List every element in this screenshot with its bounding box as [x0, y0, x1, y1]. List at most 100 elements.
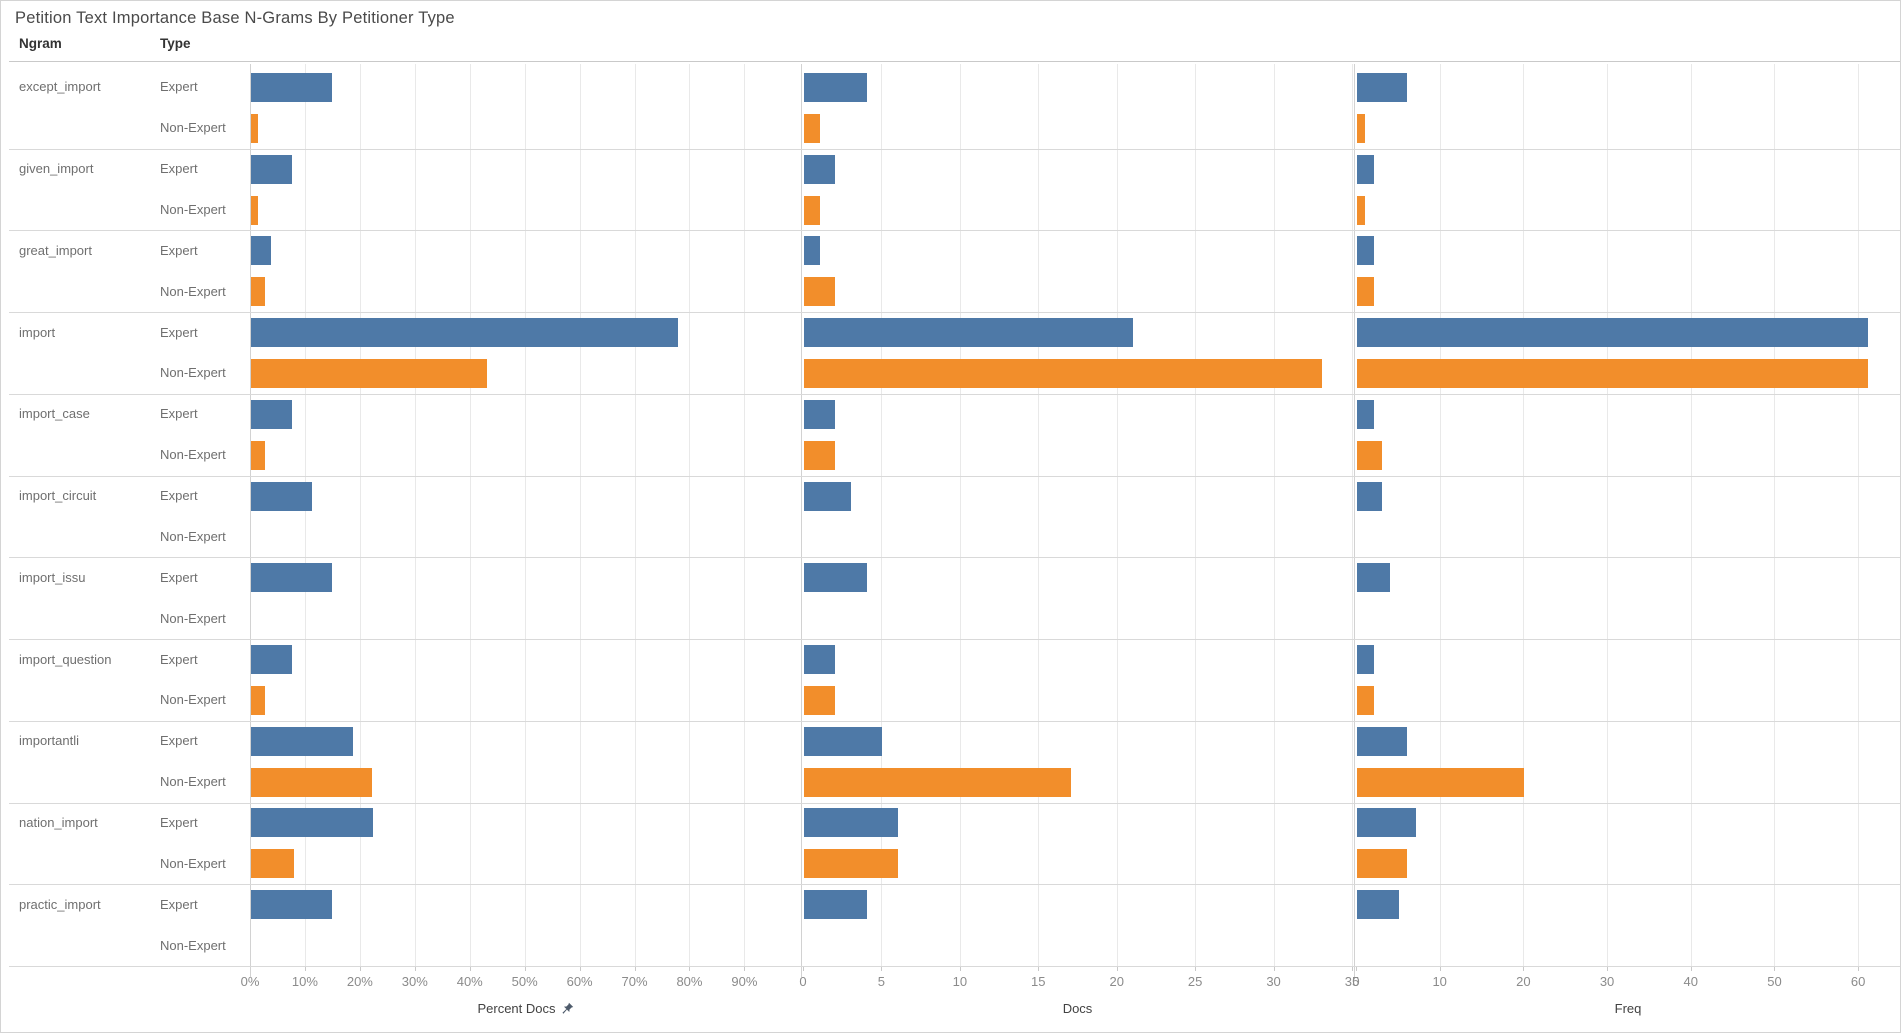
bar-freq-import_issu-expert[interactable]: [1357, 563, 1391, 593]
gridline: [1774, 64, 1776, 966]
bar-docs-except_import-expert[interactable]: [804, 72, 867, 102]
bar-freq-nation_import-expert[interactable]: [1357, 808, 1416, 838]
bar-freq-import_case-expert[interactable]: [1357, 399, 1374, 429]
bar-docs-great_import-expert[interactable]: [804, 236, 820, 266]
bar-freq-import-expert[interactable]: [1357, 318, 1868, 348]
bar-percent_docs-import_question-expert[interactable]: [251, 645, 292, 675]
bar-freq-given_import-non-expert[interactable]: [1357, 195, 1366, 225]
bar-docs-import-expert[interactable]: [804, 318, 1134, 348]
bar-freq-great_import-expert[interactable]: [1357, 236, 1374, 266]
gridline: [1352, 64, 1353, 966]
bar-percent_docs-import_question-non-expert[interactable]: [251, 685, 266, 715]
axis-tick-label: 50: [1767, 974, 1782, 989]
axis-tick-label: 30: [1266, 974, 1281, 989]
bar-percent_docs-import_issu-expert[interactable]: [251, 563, 333, 593]
row-group-separator: [9, 230, 1900, 232]
gridline: [359, 64, 361, 966]
bar-freq-practic_import-expert[interactable]: [1357, 890, 1399, 920]
bar-docs-import-non-expert[interactable]: [804, 358, 1322, 388]
axis-title-label: Freq: [1614, 1001, 1642, 1016]
gridline: [1858, 64, 1860, 966]
bar-freq-great_import-non-expert[interactable]: [1357, 277, 1374, 307]
bar-percent_docs-great_import-expert[interactable]: [251, 236, 272, 266]
bar-freq-import-non-expert[interactable]: [1357, 358, 1868, 388]
bar-percent_docs-importantli-non-expert[interactable]: [251, 767, 373, 797]
ngram-label: given_import: [19, 161, 94, 177]
gridline: [414, 64, 416, 966]
axis-tick: [803, 966, 804, 971]
bar-docs-import_circuit-expert[interactable]: [804, 481, 852, 511]
bar-docs-given_import-expert[interactable]: [804, 154, 836, 184]
bar-percent_docs-importantli-expert[interactable]: [251, 726, 353, 756]
axis-tick: [744, 966, 746, 971]
bar-freq-import_case-non-expert[interactable]: [1357, 440, 1383, 470]
bar-docs-except_import-non-expert[interactable]: [804, 113, 820, 143]
type-label: Expert: [160, 814, 198, 830]
type-label: Expert: [160, 242, 198, 258]
bar-percent_docs-nation_import-expert[interactable]: [251, 808, 373, 838]
bar-docs-nation_import-expert[interactable]: [804, 808, 899, 838]
axis-tick: [959, 966, 961, 971]
type-label: Expert: [160, 896, 198, 912]
axis-tick-label: 60: [1850, 974, 1866, 989]
bar-docs-given_import-non-expert[interactable]: [804, 195, 820, 225]
type-label: Non-Expert: [160, 692, 226, 708]
gridline: [959, 64, 961, 966]
bar-percent_docs-given_import-expert[interactable]: [251, 154, 292, 184]
axis-title-freq: Freq: [1615, 1001, 1642, 1016]
bar-percent_docs-import-expert[interactable]: [251, 318, 679, 348]
type-label: Expert: [160, 406, 198, 422]
bar-freq-given_import-expert[interactable]: [1357, 154, 1374, 184]
header-divider: [9, 61, 1900, 62]
bar-freq-importantli-non-expert[interactable]: [1357, 767, 1525, 797]
bar-freq-nation_import-non-expert[interactable]: [1357, 849, 1408, 879]
axis-tick: [1038, 966, 1040, 971]
bar-freq-importantli-expert[interactable]: [1357, 726, 1408, 756]
bar-percent_docs-except_import-expert[interactable]: [251, 72, 333, 102]
bar-percent_docs-import_case-non-expert[interactable]: [251, 440, 266, 470]
bar-freq-except_import-expert[interactable]: [1357, 72, 1408, 102]
axis-tick-label: 60%: [566, 974, 593, 989]
bar-docs-import_case-expert[interactable]: [804, 399, 836, 429]
row-group-separator: [9, 966, 1900, 967]
bar-docs-import_question-non-expert[interactable]: [804, 685, 836, 715]
axis-tick-label: 0%: [240, 974, 260, 989]
bar-percent_docs-import-non-expert[interactable]: [251, 358, 487, 388]
ngram-label: importantli: [19, 733, 79, 749]
axis-tick-label: 90%: [731, 974, 758, 989]
axis-tick-label: 25: [1187, 974, 1203, 989]
type-label: Expert: [160, 733, 198, 749]
bar-docs-great_import-non-expert[interactable]: [804, 277, 836, 307]
bar-percent_docs-import_circuit-expert[interactable]: [251, 481, 312, 511]
type-label: Expert: [160, 161, 198, 177]
bar-docs-import_question-expert[interactable]: [804, 645, 836, 675]
bar-freq-except_import-non-expert[interactable]: [1357, 113, 1366, 143]
bar-percent_docs-great_import-non-expert[interactable]: [251, 277, 266, 307]
gridline: [1523, 64, 1525, 966]
axis-tick-label: 70%: [621, 974, 648, 989]
ngram-label: import: [19, 324, 56, 340]
bar-freq-import_question-non-expert[interactable]: [1357, 685, 1374, 715]
bar-docs-importantli-non-expert[interactable]: [804, 767, 1071, 797]
bar-percent_docs-practic_import-expert[interactable]: [251, 890, 333, 920]
axis-tick: [1439, 966, 1441, 971]
bar-docs-importantli-expert[interactable]: [804, 726, 883, 756]
row-group-separator: [9, 884, 1900, 886]
row-group-separator: [9, 475, 1900, 477]
bar-percent_docs-given_import-non-expert[interactable]: [251, 195, 259, 225]
bar-docs-practic_import-expert[interactable]: [804, 890, 867, 920]
bar-docs-import_case-non-expert[interactable]: [804, 440, 836, 470]
gridline: [1038, 64, 1040, 966]
bar-freq-import_circuit-expert[interactable]: [1357, 481, 1383, 511]
pin-icon[interactable]: [561, 1002, 574, 1015]
bar-percent_docs-except_import-non-expert[interactable]: [251, 113, 259, 143]
bar-docs-nation_import-non-expert[interactable]: [804, 849, 899, 879]
bar-percent_docs-nation_import-non-expert[interactable]: [251, 849, 294, 879]
bar-freq-import_question-expert[interactable]: [1357, 645, 1374, 675]
page-title: Petition Text Importance Base N-Grams By…: [15, 9, 455, 27]
bar-percent_docs-import_case-expert[interactable]: [251, 399, 292, 429]
axis-tick-label: 0: [1352, 974, 1360, 989]
bar-docs-import_issu-expert[interactable]: [804, 563, 867, 593]
axis-title-docs: Docs: [1063, 1001, 1093, 1016]
